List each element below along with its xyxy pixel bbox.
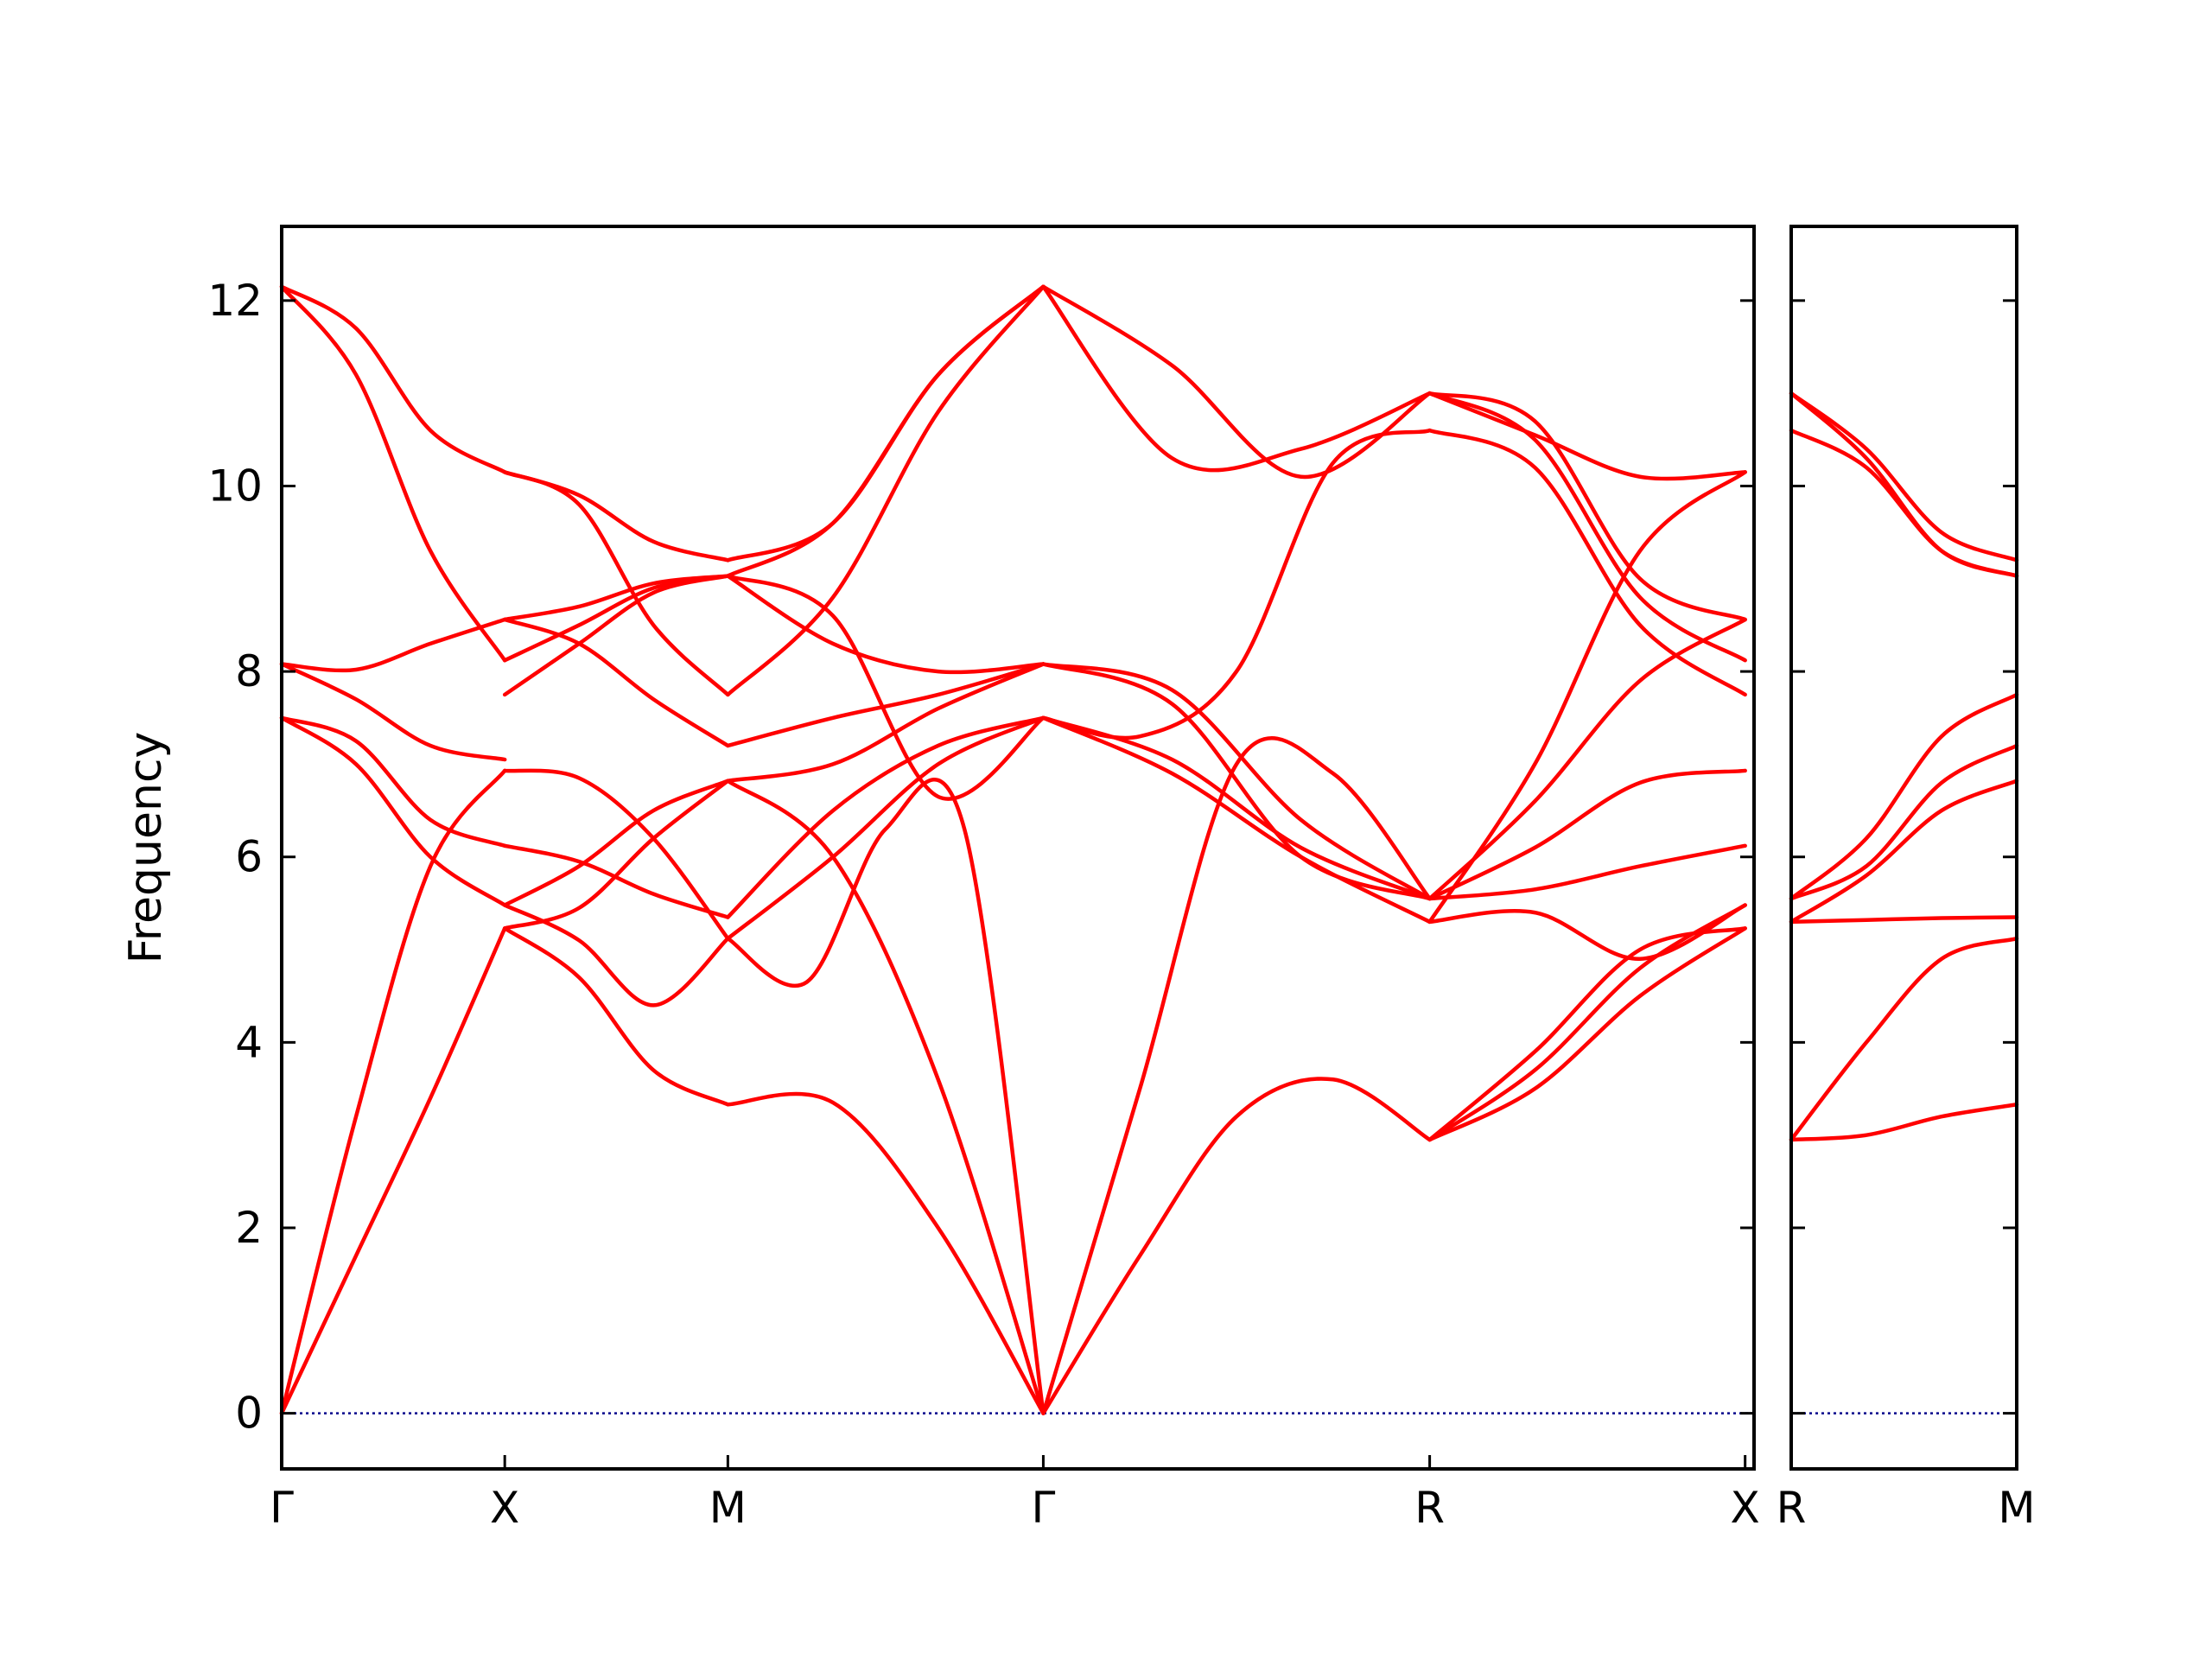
band-line-1-7 <box>279 284 507 663</box>
band-line-2-8 <box>502 617 730 748</box>
x-tick-label: R <box>1777 1483 1807 1533</box>
band-line-4-9 <box>1041 428 1432 741</box>
x-tick-label: Γ <box>270 1483 294 1533</box>
y-ticks: 0 2 4 6 8 10 12 <box>207 276 1754 1439</box>
band-line-5-10 <box>1427 391 1747 663</box>
band-line-5-9 <box>1427 428 1747 697</box>
band-line-1-8 <box>1789 391 2019 578</box>
band-line-5-6 <box>1427 768 1747 901</box>
y-tick-label: 2 <box>235 1203 263 1253</box>
panel-main-frame <box>280 225 1756 1471</box>
x-tick-label: X <box>490 1483 519 1533</box>
panel-side-frame <box>1789 225 2018 1471</box>
band-line-3-10 <box>726 284 1046 697</box>
band-line-2-5 <box>502 843 730 919</box>
x-tick-label: Γ <box>1032 1483 1056 1533</box>
x-tick-label: M <box>709 1483 747 1533</box>
band-line-3-8 <box>726 574 1046 801</box>
x-tick-label: X <box>1731 1483 1760 1533</box>
band-line-4-4 <box>1041 715 1432 901</box>
band-line-3-1 <box>726 1091 1046 1415</box>
y-tick-label: 0 <box>235 1389 263 1439</box>
band-line-1-5 <box>279 662 507 762</box>
band-line-4-8 <box>1041 284 1432 480</box>
band-line-2-11 <box>502 470 730 697</box>
band-line-2-3 <box>502 779 730 931</box>
band-line-1-6 <box>1789 692 2019 901</box>
band-line-4-1 <box>1041 1077 1432 1415</box>
band-line-5-4 <box>1427 903 1747 962</box>
band-line-3-2 <box>726 779 1046 1415</box>
band-line-1-1 <box>279 926 507 1415</box>
band-line-1-2 <box>279 768 507 1415</box>
band-line-1-4 <box>1789 779 2019 925</box>
band-line-2-10 <box>502 574 730 622</box>
band-line-4-2 <box>1041 736 1432 1415</box>
band-line-3-4 <box>726 715 1046 919</box>
band-line-3-9 <box>726 574 1046 675</box>
band-line-3-5 <box>726 715 1046 941</box>
band-line-5-8 <box>1427 470 1747 925</box>
band-line-1-3 <box>1789 915 2019 925</box>
y-tick-label: 8 <box>235 646 263 696</box>
band-line-1-4 <box>279 715 507 907</box>
band-line-1-5 <box>1789 743 2019 901</box>
y-tick-label: 12 <box>207 276 263 326</box>
band-line-1-6 <box>279 617 507 673</box>
bands-layer <box>1789 391 2019 1142</box>
band-line-1-8 <box>279 284 507 474</box>
band-line-4-6 <box>1041 662 1432 901</box>
band-line-2-2 <box>502 903 730 1007</box>
y-tick-label: 6 <box>235 832 263 882</box>
band-line-3-11 <box>726 284 1046 578</box>
band-line-2-12 <box>502 470 730 563</box>
panel-main: 0 2 4 6 8 10 12 Γ X M Γ R X <box>207 225 1760 1533</box>
band-line-1-9 <box>1789 391 2019 563</box>
band-line-3-7 <box>726 662 1046 748</box>
y-ticks <box>1791 299 2017 1415</box>
x-tick-label: R <box>1414 1483 1445 1533</box>
band-line-2-4 <box>502 779 730 907</box>
y-tick-label: 4 <box>235 1017 263 1067</box>
band-line-3-3 <box>726 778 1046 1415</box>
band-line-1-2 <box>1789 936 2019 1142</box>
band-line-4-5 <box>1041 662 1432 901</box>
band-line-5-5 <box>1427 843 1747 901</box>
band-line-5-11 <box>1427 391 1747 622</box>
band-line-1-3 <box>279 715 507 849</box>
band-line-4-7 <box>1041 284 1432 473</box>
bands-layer <box>279 284 1747 1415</box>
band-line-5-3 <box>1427 926 1747 1142</box>
band-line-1-1 <box>1789 1103 2019 1142</box>
y-axis-label: Frequency <box>120 732 172 964</box>
y-tick-label: 10 <box>207 461 263 511</box>
band-line-2-6 <box>502 768 730 941</box>
band-line-3-12 <box>726 284 1046 563</box>
band-line-5-1 <box>1427 926 1747 1142</box>
band-line-1-7 <box>1789 428 2019 578</box>
x-tick-label: M <box>1998 1483 2035 1533</box>
band-line-4-3 <box>1041 715 1432 925</box>
band-line-3-6 <box>726 662 1046 783</box>
band-line-2-1 <box>502 926 730 1107</box>
band-line-5-12 <box>1427 391 1747 481</box>
